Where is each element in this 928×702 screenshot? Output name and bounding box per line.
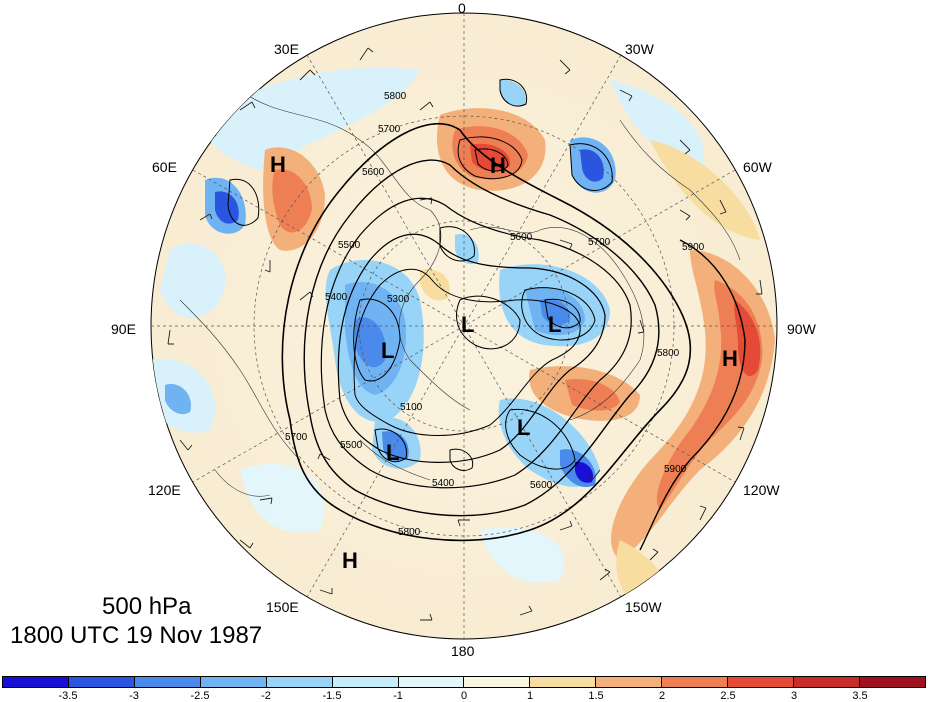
colorbar-swatch — [266, 677, 333, 687]
colorbar-swatch — [794, 677, 860, 687]
contour-label: 5300 — [387, 294, 410, 305]
contour-label: 5400 — [432, 478, 455, 489]
time-label: 1800 UTC 19 Nov 1987 — [10, 622, 263, 649]
colorbar-swatch — [464, 677, 531, 687]
high-marker: H — [490, 153, 506, 178]
colorbar-label: -2 — [261, 690, 271, 702]
height-contours — [227, 78, 746, 551]
contour-label: 5900 — [664, 464, 687, 475]
colorbar-label: -3.5 — [58, 690, 78, 702]
colorbar-swatch — [200, 677, 267, 687]
colorbar-label: -1 — [393, 690, 403, 702]
contour-label: 5900 — [682, 242, 705, 253]
colorbar-swatch — [332, 677, 399, 687]
lon-label-0: 0 — [458, 0, 466, 16]
coastlines — [179, 89, 741, 497]
colorbar-swatch — [728, 677, 795, 687]
contour-label: 5600 — [510, 232, 533, 243]
colorbar-label: 1.5 — [588, 690, 604, 702]
lon-label-150w: 150W — [625, 599, 662, 615]
contour-label: 5700 — [588, 237, 611, 248]
contour-label: 5800 — [384, 91, 407, 102]
pressure-centers: H H H H L L L L L — [270, 152, 738, 573]
low-marker: L — [461, 312, 474, 337]
contour-label: 5700 — [378, 124, 401, 135]
high-marker: H — [722, 346, 738, 371]
lon-label-90w: 90W — [787, 321, 816, 337]
graticule — [151, 13, 777, 639]
high-marker: H — [270, 152, 286, 177]
contour-label: 5800 — [398, 527, 421, 538]
colorbar-swatch — [68, 677, 135, 687]
contour-label: 5600 — [530, 480, 553, 491]
colorbar — [2, 676, 926, 688]
high-marker: H — [342, 548, 358, 573]
anomaly-shading — [151, 67, 775, 620]
colorbar-swatch — [3, 677, 69, 687]
low-marker: L — [548, 312, 561, 337]
contour-label: 5100 — [400, 402, 423, 413]
lon-label-60e: 60E — [152, 159, 177, 175]
lon-label-90e: 90E — [111, 321, 136, 337]
lon-label-120w: 120W — [743, 482, 780, 498]
contour-label: 5400 — [325, 292, 348, 303]
colorbar-label: -2.5 — [190, 690, 210, 702]
low-marker: L — [381, 338, 394, 363]
lon-label-150e: 150E — [266, 599, 299, 615]
lon-label-60w: 60W — [743, 159, 772, 175]
colorbar-swatch — [530, 677, 597, 687]
lon-label-180: 180 — [451, 643, 475, 659]
level-label: 500 hPa — [102, 593, 192, 620]
colorbar-label: 3 — [790, 690, 798, 702]
colorbar-label: 0 — [460, 690, 468, 702]
colorbar-label: -1.5 — [322, 690, 342, 702]
colorbar-label: 1 — [526, 690, 534, 702]
contour-label: 5600 — [362, 167, 385, 178]
colorbar-label: 2 — [658, 690, 666, 702]
colorbar-label: 3.5 — [852, 690, 868, 702]
wind-barbs — [167, 47, 763, 621]
low-marker: L — [517, 415, 530, 440]
colorbar-swatch — [662, 677, 729, 687]
height-contour-labels: 5800 5700 5600 5500 5400 5300 5100 5900 … — [285, 91, 705, 538]
lon-label-30w: 30W — [625, 41, 654, 57]
contour-label: 5500 — [340, 440, 363, 451]
colorbar-label: -3 — [129, 690, 139, 702]
lon-label-30e: 30E — [274, 41, 299, 57]
contour-label: 5800 — [657, 348, 680, 359]
colorbar-swatch — [596, 677, 663, 687]
low-marker: L — [386, 440, 399, 465]
colorbar-label: 2.5 — [720, 690, 736, 702]
contour-label: 5700 — [285, 432, 308, 443]
contour-label: 5500 — [338, 240, 361, 251]
colorbar-swatch — [859, 677, 925, 687]
colorbar-swatch — [134, 677, 201, 687]
colorbar-swatch — [398, 677, 465, 687]
lon-label-120e: 120E — [148, 482, 181, 498]
